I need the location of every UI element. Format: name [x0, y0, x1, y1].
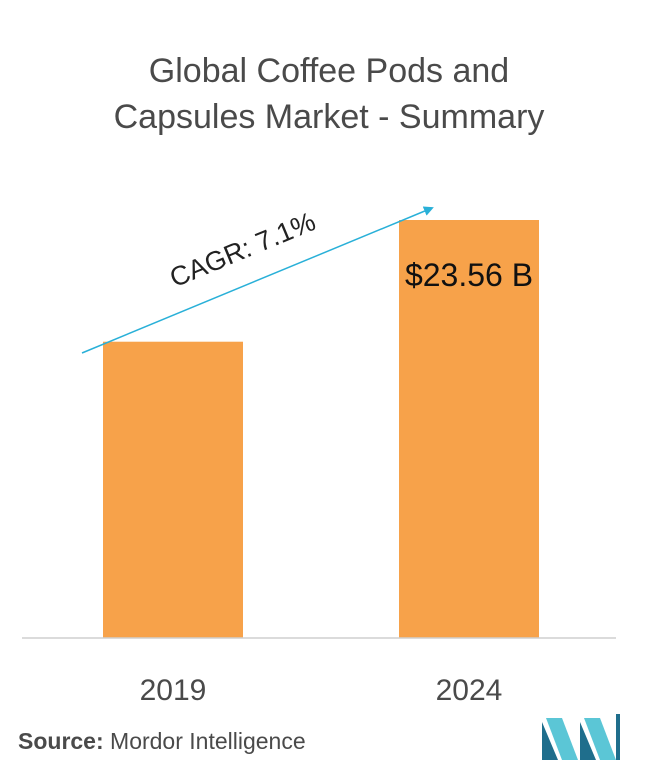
- source-note: Source: Mordor Intelligence: [18, 728, 306, 755]
- x-tick-label: 2024: [436, 674, 503, 707]
- data-label: $23.56 B: [405, 257, 533, 293]
- bar-2019: [103, 341, 243, 638]
- title-line-2: Capsules Market - Summary: [113, 98, 545, 136]
- source-text: Mordor Intelligence: [103, 728, 306, 754]
- x-tick-label: 2019: [140, 674, 207, 707]
- bar-2024: [399, 220, 539, 638]
- title-line-1: Global Coffee Pods and: [148, 52, 510, 90]
- chart-title: Global Coffee Pods and Capsules Market -…: [0, 48, 658, 140]
- source-label: Source:: [18, 728, 104, 754]
- cagr-arrow: [81, 206, 434, 354]
- mordor-intelligence-logo: [542, 714, 620, 760]
- cagr-annotation: CAGR: 7.1%: [165, 206, 319, 293]
